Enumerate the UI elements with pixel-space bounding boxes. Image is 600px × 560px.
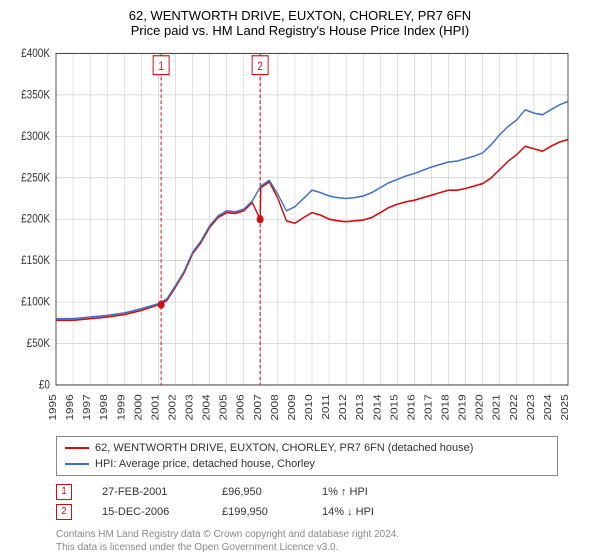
- marker-price-2: £199,950: [222, 502, 292, 522]
- svg-text:2025: 2025: [560, 394, 571, 420]
- svg-text:2012: 2012: [338, 394, 349, 420]
- title-line-2: Price paid vs. HM Land Registry's House …: [10, 23, 590, 38]
- footnote-line-2: This data is licensed under the Open Gov…: [56, 541, 558, 554]
- legend-swatch-hpi: [65, 463, 89, 465]
- svg-text:2010: 2010: [304, 394, 315, 420]
- legend-row-hpi: HPI: Average price, detached house, Chor…: [65, 456, 549, 472]
- legend-row-property: 62, WENTWORTH DRIVE, EUXTON, CHORLEY, PR…: [65, 440, 549, 456]
- svg-text:2015: 2015: [389, 394, 400, 420]
- svg-text:2002: 2002: [167, 394, 178, 420]
- svg-text:2013: 2013: [355, 394, 366, 420]
- chart-area: £0 £50K £100K £150K £200K £250K £300K £350K £400…: [10, 44, 590, 432]
- svg-text:2008: 2008: [270, 394, 281, 420]
- footnote-line-1: Contains HM Land Registry data © Crown c…: [56, 528, 558, 541]
- svg-text:2001: 2001: [150, 394, 161, 420]
- svg-text:2017: 2017: [423, 394, 434, 420]
- title-block: 62, WENTWORTH DRIVE, EUXTON, CHORLEY, PR…: [10, 8, 590, 38]
- svg-text:£200K: £200K: [21, 213, 51, 226]
- marker-row-2: 2 15-DEC-2006 £199,950 14% ↓ HPI: [56, 502, 558, 522]
- svg-text:1996: 1996: [65, 394, 76, 420]
- svg-text:2016: 2016: [406, 394, 417, 420]
- marker-delta-2: 14% ↓ HPI: [322, 502, 402, 522]
- legend-swatch-property: [65, 447, 89, 449]
- svg-text:2021: 2021: [491, 394, 502, 420]
- marker-badge-1: 1: [56, 484, 72, 500]
- svg-text:2019: 2019: [457, 394, 468, 420]
- svg-text:1995: 1995: [48, 394, 59, 420]
- svg-text:£350K: £350K: [21, 89, 51, 102]
- svg-text:£100K: £100K: [21, 296, 51, 309]
- svg-text:1997: 1997: [82, 394, 93, 420]
- svg-text:£50K: £50K: [27, 337, 51, 350]
- svg-text:2022: 2022: [509, 394, 520, 420]
- svg-text:2003: 2003: [184, 394, 195, 420]
- svg-text:2000: 2000: [133, 394, 144, 420]
- svg-text:2009: 2009: [287, 394, 298, 420]
- title-line-1: 62, WENTWORTH DRIVE, EUXTON, CHORLEY, PR…: [10, 8, 590, 23]
- footnote: Contains HM Land Registry data © Crown c…: [56, 528, 558, 554]
- svg-text:£150K: £150K: [21, 254, 51, 267]
- marker-date-1: 27-FEB-2001: [102, 482, 192, 502]
- svg-text:2011: 2011: [321, 394, 332, 419]
- svg-text:2023: 2023: [526, 394, 537, 420]
- marker-row-1: 1 27-FEB-2001 £96,950 1% ↑ HPI: [56, 482, 558, 502]
- legend-label-property: 62, WENTWORTH DRIVE, EUXTON, CHORLEY, PR…: [95, 440, 473, 456]
- svg-text:2: 2: [257, 60, 263, 73]
- chart-svg: £0 £50K £100K £150K £200K £250K £300K £350K £400…: [10, 44, 590, 432]
- marker-delta-1: 1% ↑ HPI: [322, 482, 402, 502]
- marker-price-1: £96,950: [222, 482, 292, 502]
- svg-text:2020: 2020: [474, 394, 485, 420]
- svg-text:2014: 2014: [372, 394, 383, 420]
- legend: 62, WENTWORTH DRIVE, EUXTON, CHORLEY, PR…: [56, 436, 558, 476]
- svg-text:1999: 1999: [116, 394, 127, 420]
- legend-label-hpi: HPI: Average price, detached house, Chor…: [95, 456, 315, 472]
- marker-badge-2: 2: [56, 504, 72, 520]
- svg-text:£0: £0: [39, 379, 50, 392]
- svg-text:1: 1: [158, 60, 164, 73]
- svg-text:2007: 2007: [253, 394, 264, 420]
- svg-text:2005: 2005: [218, 394, 229, 420]
- marker-date-2: 15-DEC-2006: [102, 502, 192, 522]
- svg-text:2018: 2018: [440, 394, 451, 420]
- svg-text:1998: 1998: [99, 394, 110, 420]
- chart-container: 62, WENTWORTH DRIVE, EUXTON, CHORLEY, PR…: [0, 0, 600, 560]
- svg-text:£300K: £300K: [21, 130, 51, 143]
- svg-text:2024: 2024: [543, 394, 554, 420]
- svg-text:£400K: £400K: [21, 47, 51, 60]
- marker-table: 1 27-FEB-2001 £96,950 1% ↑ HPI 2 15-DEC-…: [56, 482, 558, 522]
- svg-text:2004: 2004: [201, 394, 212, 420]
- svg-text:£250K: £250K: [21, 172, 51, 185]
- svg-text:2006: 2006: [235, 394, 246, 420]
